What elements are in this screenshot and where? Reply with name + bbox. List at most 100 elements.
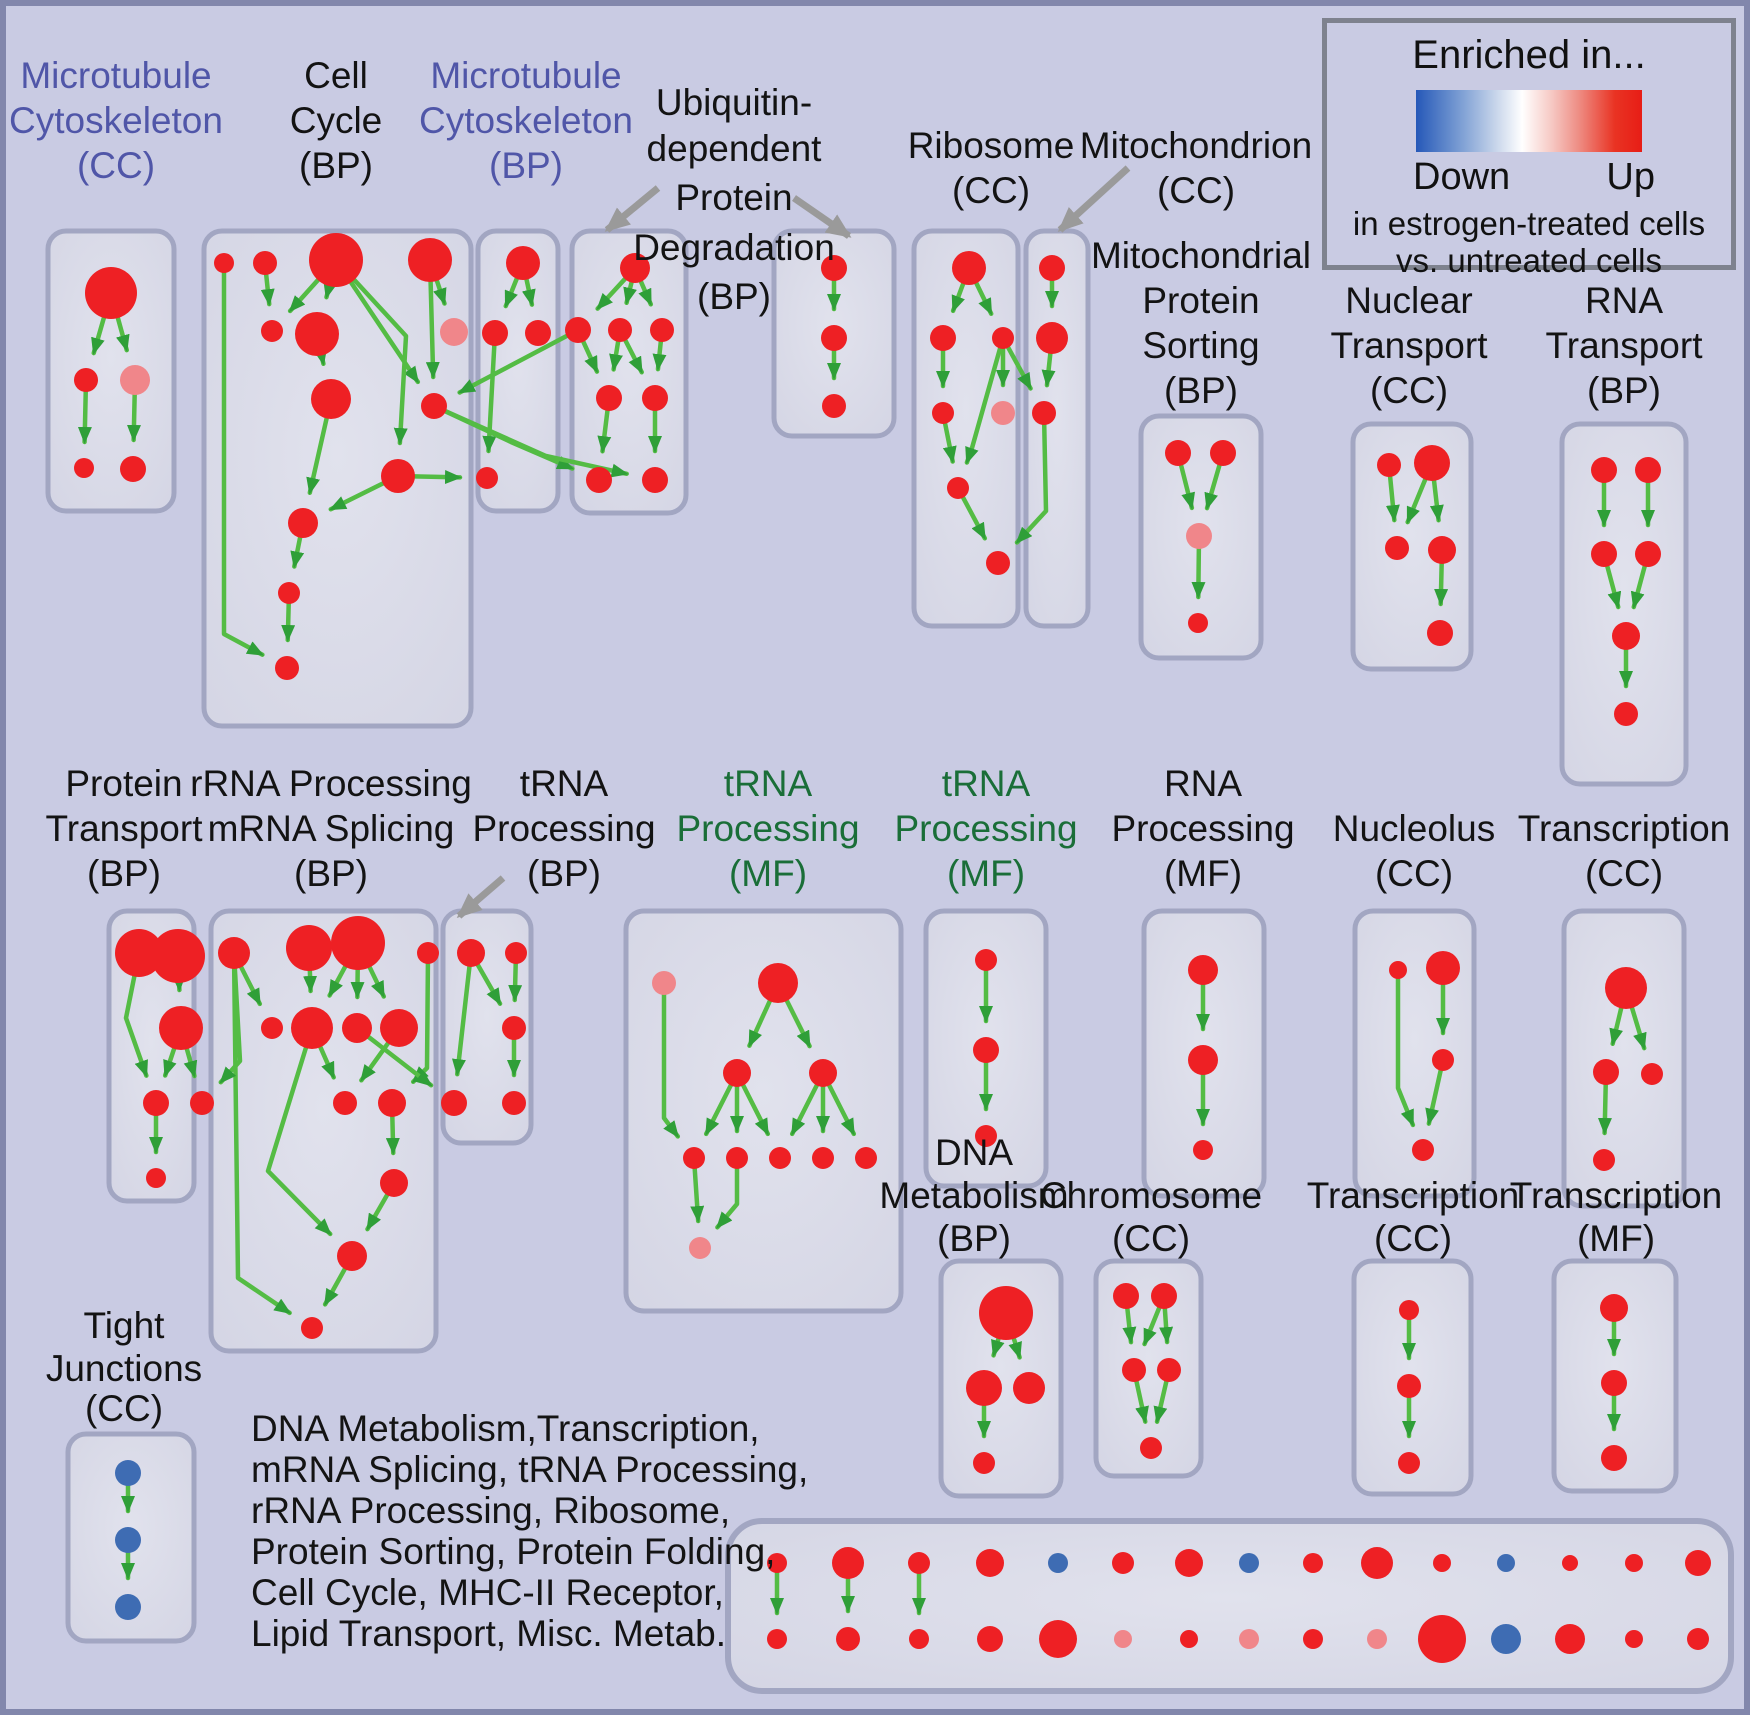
go-term-node-rna-transport-tl [1591, 457, 1617, 483]
cluster-label-protein-transport: Protein [65, 763, 182, 804]
cluster-label-mps: Sorting [1142, 325, 1259, 366]
go-term-node-nucleolus-bot [1412, 1139, 1434, 1161]
cluster-label-nuc-transport: Transport [1331, 325, 1489, 366]
go-term-node-strip-t12 [1562, 1555, 1578, 1571]
go-term-node-nuc-transport-tr [1414, 445, 1450, 481]
edge-mps [1204, 462, 1222, 511]
edge-chromosome [1153, 1378, 1169, 1424]
go-term-node-trna-mf-1-b4 [812, 1147, 834, 1169]
cluster-label-trna-mf-2: tRNA [942, 763, 1031, 804]
cluster-label-cell-cycle: (BP) [299, 145, 373, 186]
edge-nucleolus [1425, 1067, 1444, 1126]
annotation-line: rRNA Processing, Ribosome, [251, 1490, 731, 1531]
go-term-node-transcription-cc-1-bot [1593, 1149, 1615, 1171]
go-term-node-strip-t11 [1497, 1554, 1515, 1572]
go-term-node-trna-mf-1-b3 [769, 1147, 791, 1169]
cluster-box-transcription-cc-1 [1561, 908, 1687, 1209]
edge-ribosome [960, 494, 988, 541]
go-term-node-trna-bp-tr [505, 942, 527, 964]
cluster-label-rrna-mrna: (BP) [294, 853, 368, 894]
edge-nuc-transport [1434, 560, 1449, 607]
go-term-node-rrna-mrna-r3b [378, 1089, 406, 1117]
edge-transcription-cc-1 [1629, 1004, 1647, 1051]
edge-dna-metab [991, 1335, 1005, 1358]
go-term-node-mt-cc-c [120, 365, 150, 395]
cluster-label-tight-junctions: (CC) [85, 1388, 163, 1429]
edge-mt-cc [77, 388, 92, 445]
edge-ubiq-1 [580, 338, 600, 374]
go-term-node-nuc-transport-mr [1428, 536, 1456, 564]
go-term-node-rrna-mrna-t3 [331, 916, 385, 970]
edge-ubiq-1 [595, 276, 628, 311]
edge-cross [218, 965, 243, 1085]
cluster-label-mitochondrion: Mitochondrion [1080, 125, 1312, 166]
go-term-node-mps-t2 [1210, 440, 1236, 466]
edge-ubiq-1 [623, 279, 637, 306]
go-term-node-ribosome-bot [986, 551, 1010, 575]
go-term-node-ubiq-1-top [620, 253, 650, 283]
go-term-node-dna-metab-big [979, 1286, 1033, 1340]
go-term-node-strip-b12 [1555, 1624, 1585, 1654]
edge-mps [1178, 462, 1195, 511]
go-term-node-trna-mf-1-ml [723, 1059, 751, 1087]
edge-rrna-mrna [238, 964, 263, 1007]
go-term-node-rrna-mrna-bot [301, 1317, 323, 1339]
go-term-node-trna-mf-2-b [973, 1037, 999, 1063]
edge-rna-transport [1604, 563, 1622, 610]
cluster-box-rna-transport [1559, 421, 1689, 787]
edge-rrna-mrna [317, 1044, 336, 1080]
go-term-node-rna-proc-mf-c [1193, 1140, 1213, 1160]
go-term-node-nucleolus-tl [1389, 961, 1407, 979]
cluster-box-chromosome [1093, 1258, 1204, 1479]
go-term-node-tight-junctions-a [115, 1460, 141, 1486]
label-pointer-arrow [456, 875, 506, 919]
cluster-label-trna-mf-2: Processing [894, 808, 1077, 849]
edge-protein-transport [123, 973, 149, 1078]
edge-cross [457, 333, 570, 395]
go-term-node-cell-cycle-n8 [311, 379, 351, 419]
cluster-label-mt-cc: Microtubule [20, 55, 211, 96]
cluster-label-nuc-transport: Nuclear [1345, 280, 1473, 321]
go-term-node-mitochondrion-mid [1036, 322, 1068, 354]
cluster-label-dna-metab: Metabolism [879, 1175, 1068, 1216]
go-term-node-tight-junctions-b [115, 1527, 141, 1553]
edge-nuc-transport [1429, 477, 1444, 523]
cluster-label-transcription-cc-1: Transcription [1518, 808, 1730, 849]
edge-rrna-mrna [367, 964, 387, 999]
cluster-label-cell-cycle: Cycle [290, 100, 383, 141]
layer-nodes [74, 233, 1711, 1663]
edge-trna-mf-1 [715, 1165, 740, 1230]
edge-transcription-cc-1 [1609, 1005, 1624, 1047]
go-term-node-ribosome-conv [947, 477, 969, 499]
go-term-node-ubiq-1-r2c [650, 318, 674, 342]
go-term-node-transcription-cc-2-b [1397, 1374, 1421, 1398]
go-term-node-ubiq-1-r2a [565, 317, 591, 343]
go-term-node-ubiq-2-b [821, 325, 847, 351]
go-term-node-rna-transport-ml [1591, 541, 1617, 567]
go-term-node-transcription-cc-2-a [1399, 1300, 1419, 1320]
go-term-node-rrna-mrna-r5 [337, 1241, 367, 1271]
go-term-node-transcription-cc-1-top [1605, 967, 1647, 1009]
edge-nuc-transport [1405, 476, 1428, 525]
go-term-node-cell-cycle-n5 [261, 320, 283, 342]
cluster-label-ubiq-1: Degradation [633, 227, 835, 268]
go-term-node-mt-cc-d [74, 458, 94, 478]
go-term-node-strip-t7 [1239, 1553, 1259, 1573]
annotation-line: Cell Cycle, MHC-II Receptor, [251, 1572, 724, 1613]
go-term-node-rrna-mrna-r4 [380, 1169, 408, 1197]
go-term-node-strip-t14 [1685, 1550, 1711, 1576]
cluster-label-nuc-transport: (CC) [1370, 370, 1448, 411]
edge-trna-mf-1 [703, 1082, 734, 1137]
edge-trna-mf-1 [747, 998, 773, 1048]
edge-mt-cc [126, 391, 141, 443]
go-term-node-strip-b5 [1114, 1630, 1132, 1648]
annotation-line: Protein Sorting, Protein Folding, [251, 1531, 776, 1572]
edge-cell-cycle [290, 534, 305, 569]
label-pointer-arrow [792, 195, 852, 239]
go-term-node-strip-t3 [976, 1549, 1004, 1577]
edge-ubiq-1 [622, 337, 644, 375]
edge-rrna-mrna [365, 1192, 390, 1232]
go-term-node-rna-proc-mf-b [1188, 1045, 1218, 1075]
go-term-node-strip-t6 [1175, 1549, 1203, 1577]
edge-rrna-mrna [327, 963, 348, 998]
